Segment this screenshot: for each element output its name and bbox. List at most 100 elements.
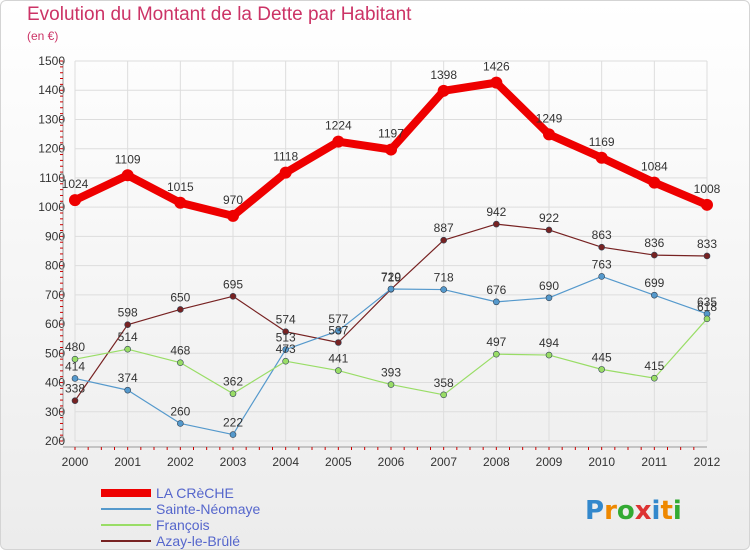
data-label: 1015 <box>167 180 194 194</box>
data-label: 473 <box>276 342 296 356</box>
data-point <box>177 359 184 366</box>
data-label: 1249 <box>536 111 563 125</box>
data-label: 414 <box>65 359 85 373</box>
logo-letter: r <box>604 496 617 526</box>
y-tick-label: 500 <box>45 346 65 360</box>
y-tick-label: 200 <box>45 434 65 448</box>
data-label: 833 <box>697 237 717 251</box>
legend-label: LA CRèCHE <box>156 485 234 501</box>
data-label: 374 <box>118 371 138 385</box>
x-tick-label: 2012 <box>694 455 721 469</box>
x-tick-label: 2009 <box>536 455 563 469</box>
data-point <box>227 209 239 222</box>
x-tick-label: 2010 <box>588 455 615 469</box>
data-label: 441 <box>328 352 348 366</box>
data-label: 676 <box>486 283 506 297</box>
data-point <box>703 252 711 260</box>
x-tick-label: 2003 <box>220 455 247 469</box>
data-point <box>440 391 447 399</box>
data-point <box>229 390 237 397</box>
y-tick-label: 700 <box>45 288 65 302</box>
data-point <box>598 273 605 280</box>
data-label: 598 <box>118 306 138 320</box>
data-point <box>332 135 345 148</box>
x-tick-label: 2005 <box>325 455 352 469</box>
y-tick-label: 1200 <box>38 142 65 156</box>
data-label: 720 <box>381 270 401 284</box>
data-point <box>177 306 184 313</box>
y-tick-label: 1000 <box>38 200 65 214</box>
logo-letter: x <box>635 496 652 526</box>
x-tick-label: 2008 <box>483 455 510 469</box>
x-tick-label: 2006 <box>378 455 405 469</box>
data-label: 1197 <box>378 127 404 141</box>
y-tick-label: 1300 <box>38 112 65 126</box>
data-point <box>437 84 450 97</box>
x-tick-label: 2000 <box>62 455 89 469</box>
legend-label: Azay-le-Brûlé <box>156 533 240 549</box>
data-point <box>703 315 711 323</box>
data-point <box>124 386 131 394</box>
data-point <box>598 366 605 373</box>
series-0 <box>69 76 713 222</box>
data-label: 650 <box>170 290 190 304</box>
y-tick-label: 300 <box>45 405 65 419</box>
data-label: 635 <box>697 295 717 309</box>
legend-label: François <box>156 517 210 533</box>
data-label: 718 <box>434 271 454 285</box>
data-label: 719 <box>381 270 401 284</box>
y-tick-label: 1100 <box>39 171 65 185</box>
data-point <box>545 351 553 359</box>
x-tick-label: 2007 <box>430 455 457 469</box>
chart-title: Evolution du Montant de la Dette par Hab… <box>27 4 412 25</box>
data-label: 1169 <box>589 135 615 149</box>
data-label: 260 <box>170 404 190 418</box>
data-label: 415 <box>644 359 664 373</box>
data-label: 1224 <box>325 119 352 133</box>
data-label: 922 <box>539 211 559 225</box>
data-point <box>121 169 134 182</box>
data-label: 836 <box>644 236 664 250</box>
data-point <box>651 291 658 299</box>
data-label: 695 <box>223 277 243 291</box>
data-point <box>543 128 555 141</box>
y-tick-label: 600 <box>45 317 65 331</box>
data-label: 468 <box>170 344 190 358</box>
data-label: 863 <box>592 228 612 242</box>
data-label: 1084 <box>641 160 668 174</box>
series-2 <box>71 315 711 399</box>
data-label: 942 <box>486 205 506 219</box>
data-label: 577 <box>328 312 348 326</box>
data-point <box>545 226 553 234</box>
logo-letter: o <box>617 496 635 526</box>
data-point <box>124 345 131 353</box>
x-tick-label: 2011 <box>641 455 667 469</box>
series-1 <box>71 273 711 438</box>
proxiti-logo: Proxiti <box>585 496 682 526</box>
data-label: 513 <box>276 331 296 345</box>
data-point <box>335 339 342 346</box>
data-label: 393 <box>381 366 401 380</box>
data-label: 574 <box>276 313 296 327</box>
data-label: 514 <box>118 330 138 344</box>
legend-label: Sainte-Néomaye <box>156 501 260 517</box>
data-point <box>651 374 658 382</box>
data-point <box>387 285 395 293</box>
data-point <box>651 251 658 259</box>
y-tick-label: 800 <box>45 259 65 273</box>
data-point <box>493 220 500 228</box>
logo-letter: P <box>585 496 604 526</box>
data-point <box>71 397 79 404</box>
data-point <box>493 298 500 306</box>
data-point <box>335 327 342 335</box>
data-point <box>493 350 500 358</box>
data-point <box>595 151 608 164</box>
data-point <box>545 294 553 302</box>
data-label: 887 <box>434 221 454 235</box>
data-point <box>490 76 503 89</box>
data-label: 1398 <box>430 68 457 82</box>
data-label: 699 <box>644 276 664 290</box>
data-point <box>282 346 289 353</box>
x-tick-label: 2001 <box>114 455 141 469</box>
